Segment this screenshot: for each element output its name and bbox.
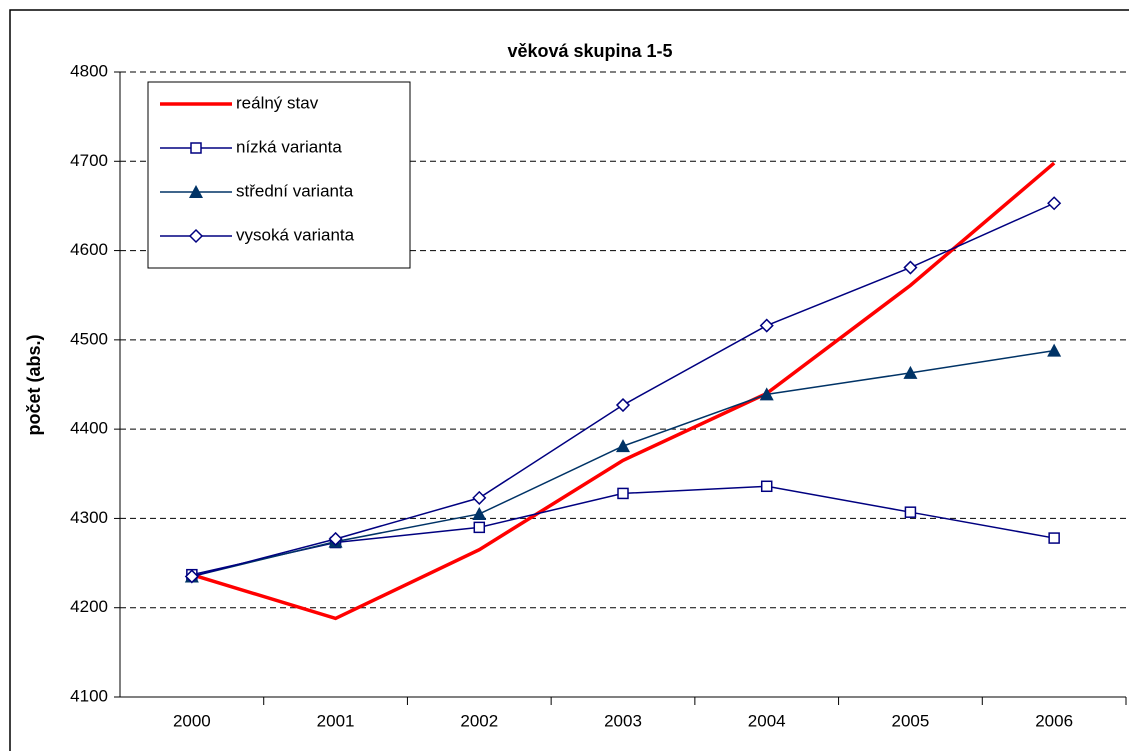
x-tick-label: 2004 — [748, 711, 786, 730]
marker — [472, 490, 487, 505]
y-axis-label: počet (abs.) — [24, 334, 44, 435]
marker — [473, 521, 486, 534]
marker — [472, 506, 487, 520]
marker — [1047, 343, 1062, 357]
marker — [903, 260, 918, 275]
x-tick-label: 2001 — [317, 711, 355, 730]
series-line — [191, 161, 1056, 621]
marker — [903, 365, 918, 379]
legend-label: střední varianta — [236, 181, 354, 200]
x-tick-label: 2000 — [173, 711, 211, 730]
chart-title: věková skupina 1-5 — [507, 41, 672, 61]
marker — [1047, 196, 1062, 211]
marker — [189, 185, 203, 198]
marker — [1048, 532, 1060, 544]
marker — [184, 569, 199, 584]
y-tick-label: 4300 — [70, 508, 108, 527]
marker — [759, 387, 774, 401]
x-tick-label: 2005 — [892, 711, 930, 730]
y-tick-label: 4400 — [70, 419, 108, 438]
legend-label: nízká varianta — [236, 137, 342, 156]
marker — [616, 439, 630, 453]
marker — [188, 228, 204, 244]
x-tick-label: 2006 — [1035, 711, 1073, 730]
x-tick-label: 2002 — [460, 711, 498, 730]
x-tick-label: 2003 — [604, 711, 642, 730]
marker — [615, 397, 631, 413]
y-tick-label: 4700 — [70, 151, 108, 170]
legend-label: reálný stav — [236, 93, 319, 112]
y-tick-label: 4600 — [70, 240, 108, 259]
marker — [904, 506, 917, 518]
y-tick-label: 4800 — [70, 61, 108, 80]
y-tick-label: 4200 — [70, 597, 108, 616]
marker — [759, 318, 774, 333]
marker — [760, 480, 773, 493]
legend-label: vysoká varianta — [236, 225, 355, 244]
marker — [617, 487, 629, 500]
marker — [190, 142, 202, 154]
y-tick-label: 4100 — [70, 686, 108, 705]
y-tick-label: 4500 — [70, 329, 108, 348]
marker — [328, 531, 343, 547]
